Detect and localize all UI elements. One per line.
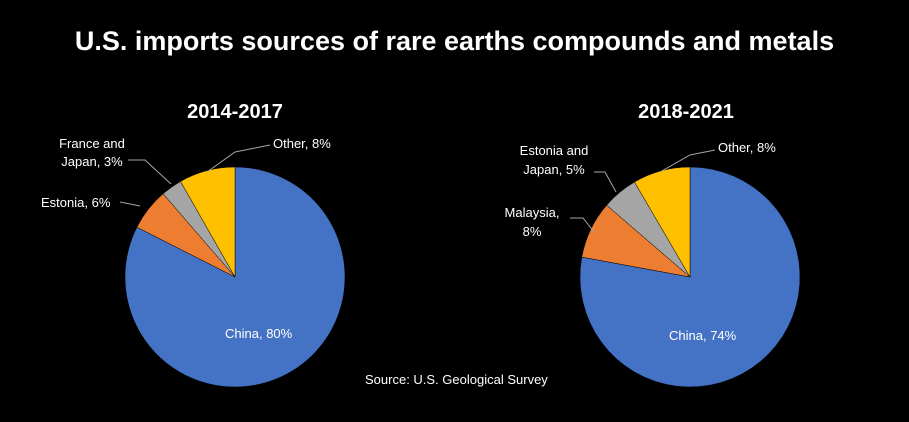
- leader-line-estonia-2014: [119, 201, 141, 207]
- slice-label-china-2014: China, 80%: [225, 326, 293, 341]
- slice-label-other-2018: Other, 8%: [718, 140, 776, 155]
- chart-title: U.S. imports sources of rare earths comp…: [74, 26, 835, 56]
- source-note: Source: U.S. Geological Survey: [365, 372, 548, 387]
- slice-label-other-2014: Other, 8%: [273, 136, 331, 151]
- pie-title-2018-2021: 2018-2021: [638, 101, 734, 123]
- leader-line-malaysia-2018: [570, 217, 595, 233]
- pie-chart-2014-2017: 2014-2017 China, 80% Estonia, 6% France …: [41, 101, 346, 388]
- slice-label-estonia-japan-2018-line1: Estonia and: [520, 143, 589, 158]
- leader-line-france-japan-2014: [128, 159, 172, 185]
- leader-line-estonia-japan-2018: [594, 171, 617, 193]
- slice-label-malaysia-2018-line2: 8%: [523, 224, 542, 239]
- slice-label-france-japan-2014-line1: France and: [59, 136, 125, 151]
- pie-chart-2018-2021: 2018-2021 China, 74% Malaysia, 8% Estoni…: [505, 101, 801, 388]
- pie-title-2014-2017: 2014-2017: [187, 101, 283, 123]
- slice-label-china-2018: China, 74%: [669, 328, 737, 343]
- slice-label-malaysia-2018-line1: Malaysia,: [505, 205, 560, 220]
- slice-label-estonia-2014: Estonia, 6%: [41, 195, 111, 210]
- slice-label-estonia-japan-2018-line2: Japan, 5%: [523, 162, 585, 177]
- leader-line-other-2018: [659, 149, 716, 173]
- slice-label-france-japan-2014-line2: Japan, 3%: [61, 154, 123, 169]
- leader-line-other-2014: [206, 144, 271, 173]
- pie-slice-other-2014: [180, 166, 236, 278]
